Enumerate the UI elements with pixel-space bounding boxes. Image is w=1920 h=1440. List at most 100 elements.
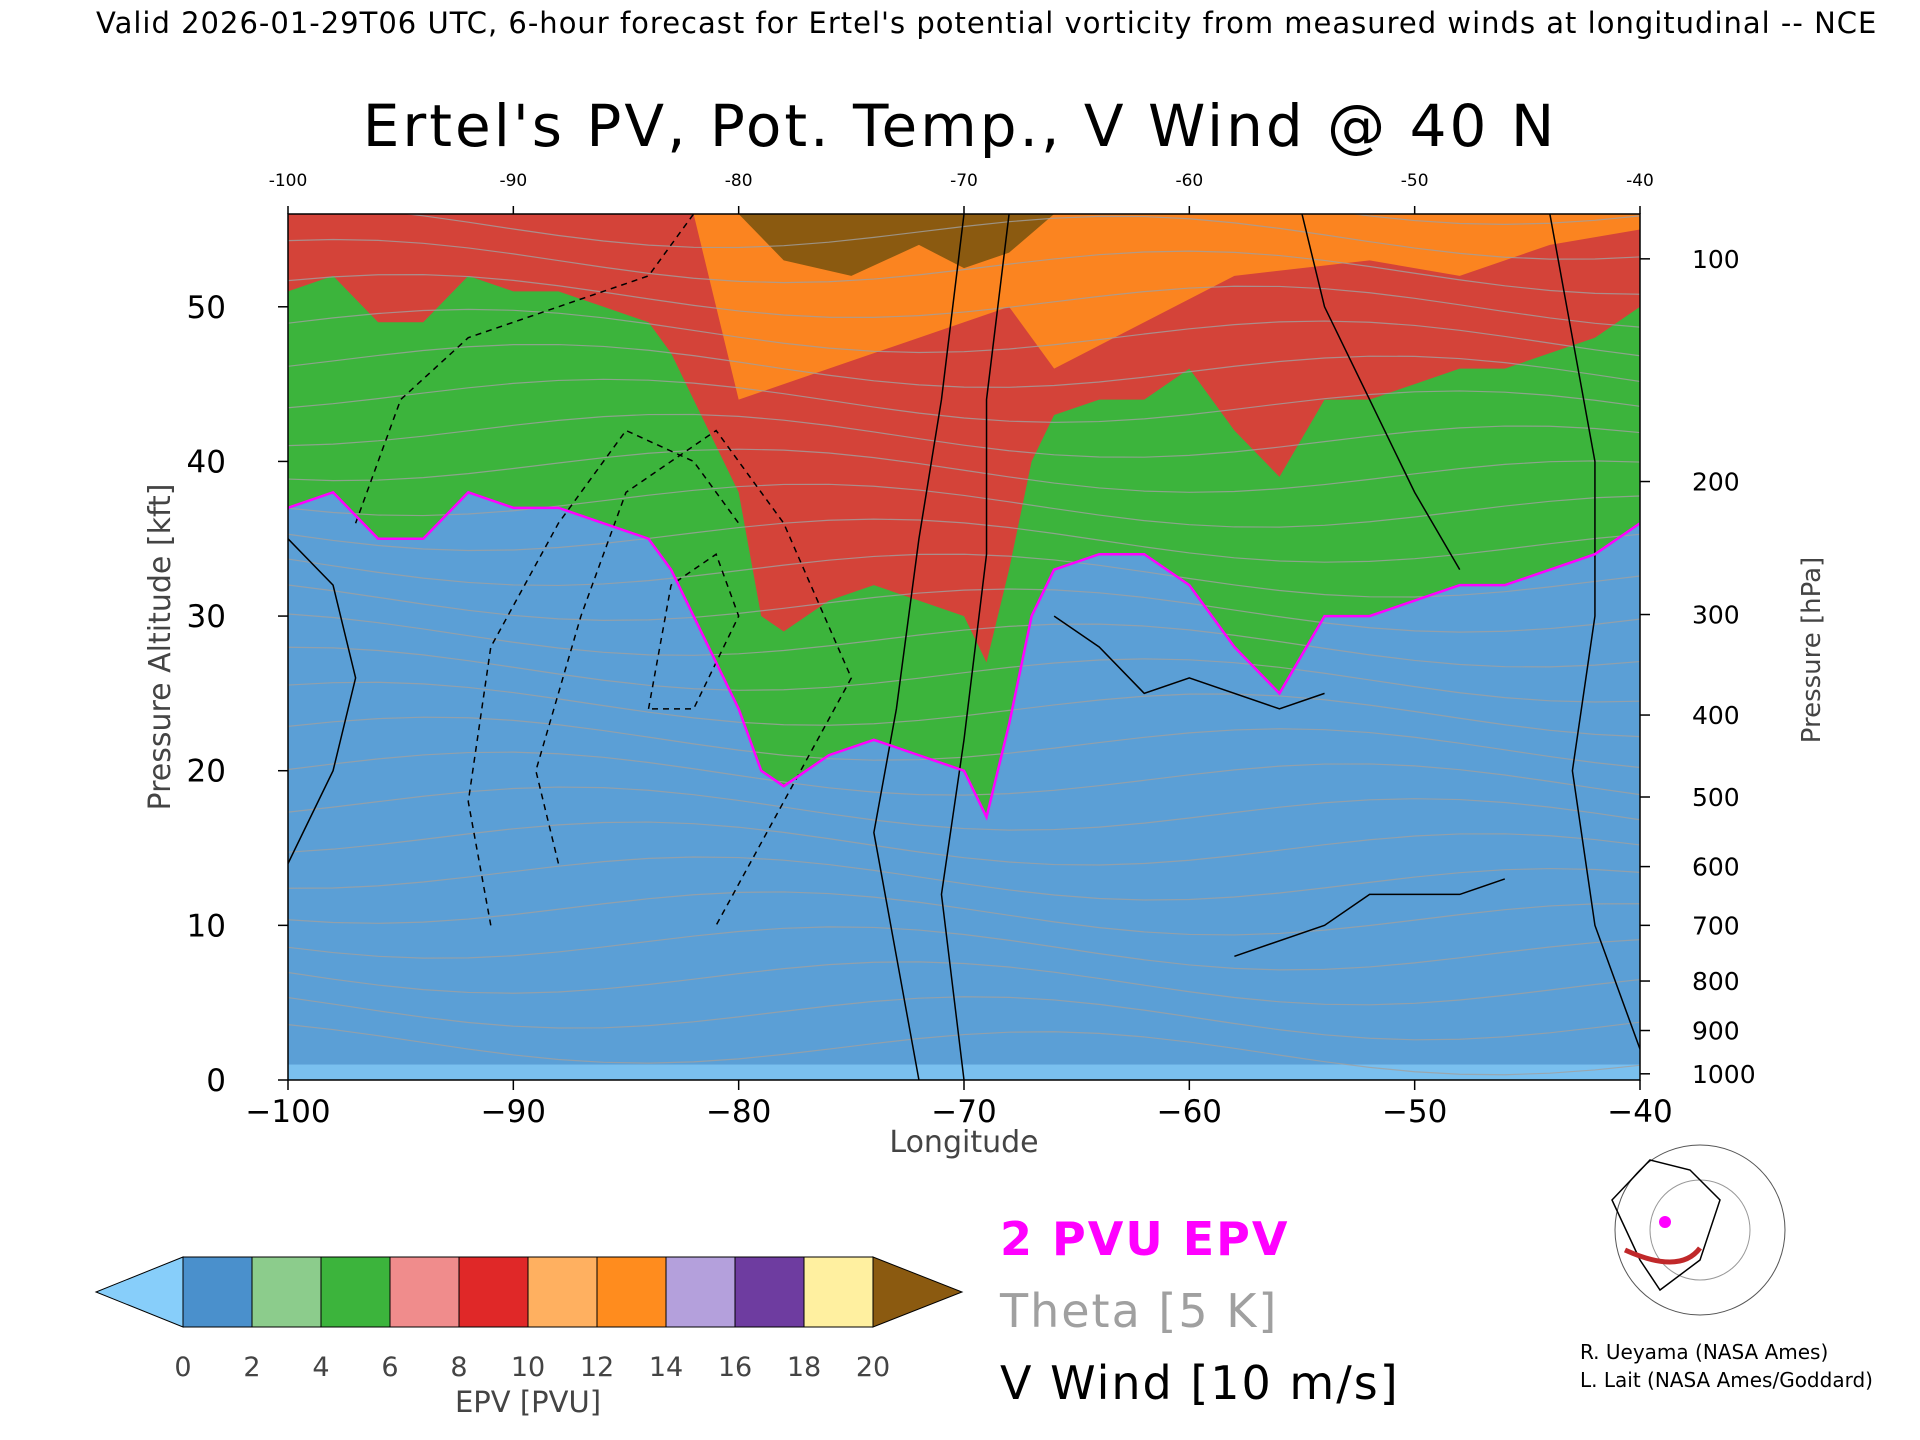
theta-contour [1350,214,1640,225]
colorbar-tick-label: 18 [787,1352,821,1383]
theta-contour [288,1024,1640,1076]
theta-contour [288,613,1640,668]
colorbar: 0 2 4 6 8 10 12 14 16 18 20 EPV [PVU] [94,1256,964,1419]
theta-contour [288,961,1640,1006]
theta-contour [288,786,1640,831]
y2-tick-label: 1000 [1692,1060,1756,1089]
vwind-contour-negative [467,429,740,926]
x-top-tick-label: -50 [1401,171,1429,191]
theta-contour [288,646,1640,703]
colorbar-segment [734,1256,805,1328]
y-tick-label: 40 [187,444,226,480]
colorbar-segment [251,1256,322,1328]
x-top-tick-label: -90 [499,171,527,191]
vwind-contour [873,214,965,1080]
vwind-contour [1549,214,1640,1050]
x-tick-label: −90 [481,1094,546,1130]
theta-contour [288,413,1640,458]
x-tick-label: −100 [245,1094,330,1130]
vwind-contour-negative [647,553,740,710]
theta-contour [288,518,1640,563]
y2-tick-label: 500 [1692,783,1740,812]
theta-contour [288,378,1640,424]
legend-2pvu: 2 PVU EPV [1000,1212,1290,1266]
theta-contour [402,214,1640,260]
colorbar-label: EPV [PVU] [455,1385,601,1419]
x-tick-label: −50 [1382,1094,1447,1130]
x-axis-label: Longitude [889,1125,1038,1160]
theta-contour [288,891,1640,936]
vwind-contour [1301,214,1461,571]
vwind-contour [1234,878,1506,957]
x-top-tick-label: -70 [950,171,978,191]
colorbar-segment [665,1256,736,1328]
valid-time-header: Valid 2026-01-29T06 UTC, 6-hour forecast… [96,6,1878,40]
theta-contour [288,996,1640,1041]
theta-contour [288,584,1640,633]
colorbar-over-triangle [872,1256,964,1328]
x-top-tick-label: -80 [725,171,753,191]
vwind-contour [288,538,357,864]
map-latitude-circle [1649,1179,1751,1281]
colorbar-tick-label: 0 [174,1352,191,1383]
theta-contour [288,274,1640,328]
map-globe [1614,1144,1786,1316]
y2-tick-label: 700 [1692,911,1740,940]
theta-contour [288,553,1640,598]
colorbar-segment [182,1256,253,1328]
theta-contour [288,238,1640,295]
colorbar-tick-label: 14 [649,1352,683,1383]
colorbar-segment [320,1256,391,1328]
credit-line-2: L. Lait (NASA Ames/Goddard) [1580,1368,1873,1392]
colorbar-tick-label: 20 [856,1352,890,1383]
colorbar-tick-label: 8 [450,1352,467,1383]
plot-area [288,214,1640,1080]
colorbar-tick-label: 10 [511,1352,545,1383]
colorbar-tick-label: 16 [718,1352,752,1383]
vwind-contour-negative [535,429,853,926]
theta-contour [288,926,1640,971]
map-section-track [1623,1246,1703,1265]
y-tick-label: 10 [187,908,226,944]
epv-max-fill [738,214,1055,276]
legend-theta: Theta [5 K] [1000,1284,1279,1338]
theta-contour [288,681,1640,738]
surface-layer [288,1064,1640,1080]
colorbar-segment [389,1256,460,1328]
y-tick-label: 30 [187,599,226,635]
y2-tick-label: 900 [1692,1017,1740,1046]
colorbar-tick-label: 12 [580,1352,614,1383]
colorbar-segment [527,1256,598,1328]
vwind-contour [1053,615,1325,710]
colorbar-segment [596,1256,667,1328]
colorbar-segment [458,1256,529,1328]
theta-contour [288,448,1640,493]
x-top-tick-label: -60 [1175,171,1203,191]
stratosphere-mid-fill [288,214,1640,663]
x-top-tick-label: -100 [269,171,308,191]
map-marker [1659,1216,1671,1228]
y-tick-label: 50 [187,290,226,326]
y-tick-label: 20 [187,754,226,790]
x-tick-label: −40 [1607,1094,1672,1130]
x-tick-label: −80 [706,1094,771,1130]
colorbar-tick-label: 2 [243,1352,260,1383]
theta-contour [288,716,1640,769]
stratosphere-high-fill [693,214,1640,400]
theta-contour [288,308,1640,357]
locator-map [1611,1144,1786,1316]
pvu-2-contour [288,490,1640,821]
y2-tick-label: 400 [1692,701,1740,730]
colorbar-segment [803,1256,874,1328]
theta-contour [288,856,1640,901]
theta-contour [288,821,1640,866]
colorbar-tick-label: 6 [381,1352,398,1383]
y2-tick-label: 300 [1692,601,1740,630]
y2-axis-label: Pressure [hPa] [1797,557,1827,744]
colorbar-tick-label: 4 [312,1352,329,1383]
colorbar-under-triangle [94,1256,184,1328]
y-tick-label: 0 [206,1063,226,1099]
credit-line-1: R. Ueyama (NASA Ames) [1580,1340,1829,1364]
chart-title: Ertel's PV, Pot. Temp., V Wind @ 40 N [362,92,1558,160]
